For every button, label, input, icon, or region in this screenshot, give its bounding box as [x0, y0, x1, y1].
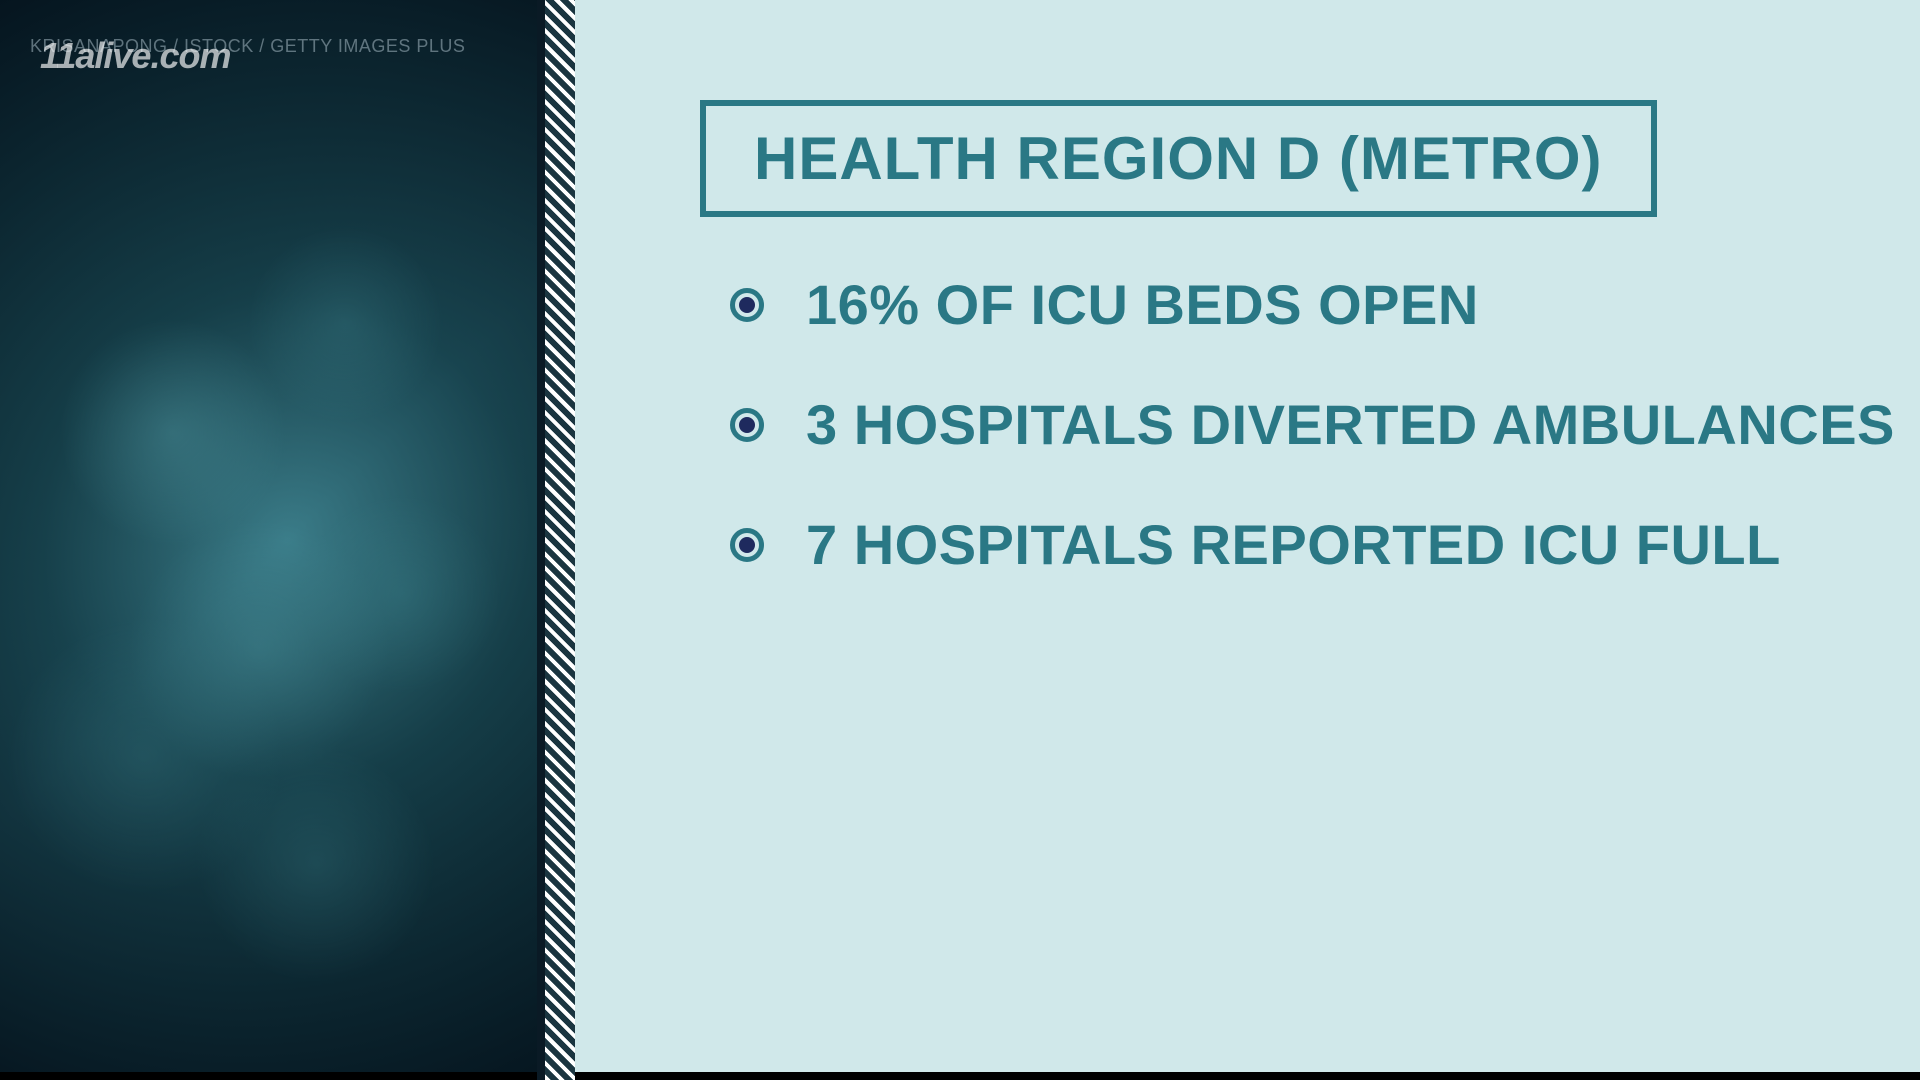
panel-edge: [537, 0, 545, 1080]
diagonal-divider: [545, 0, 575, 1080]
panel-title: HEALTH REGION D (METRO): [754, 124, 1603, 193]
bullet-text: 16% OF ICU BEDS OPEN: [806, 272, 1479, 337]
bullet-list: 16% OF ICU BEDS OPEN 3 HOSPITALS DIVERTE…: [730, 272, 1920, 577]
bullet-marker-icon: [730, 528, 764, 562]
bullet-item: 7 HOSPITALS REPORTED ICU FULL: [730, 512, 1920, 577]
main-container: KRISANAPONG / ISTOCK / GETTY IMAGES PLUS…: [0, 0, 1920, 1080]
background-image-panel: KRISANAPONG / ISTOCK / GETTY IMAGES PLUS…: [0, 0, 575, 1080]
title-box: HEALTH REGION D (METRO): [700, 100, 1657, 217]
bullet-dot-icon: [739, 297, 755, 313]
bullet-dot-icon: [739, 417, 755, 433]
bullet-dot-icon: [739, 537, 755, 553]
bottom-bar: [0, 1072, 1920, 1080]
bullet-marker-icon: [730, 408, 764, 442]
bullet-item: 3 HOSPITALS DIVERTED AMBULANCES: [730, 392, 1920, 457]
bullet-text: 3 HOSPITALS DIVERTED AMBULANCES: [806, 392, 1895, 457]
bullet-item: 16% OF ICU BEDS OPEN: [730, 272, 1920, 337]
info-panel: HEALTH REGION D (METRO) 16% OF ICU BEDS …: [575, 0, 1920, 1080]
bullet-marker-icon: [730, 288, 764, 322]
virus-texture: [0, 0, 575, 1080]
bullet-text: 7 HOSPITALS REPORTED ICU FULL: [806, 512, 1781, 577]
station-watermark: 11alive.com: [40, 35, 230, 77]
